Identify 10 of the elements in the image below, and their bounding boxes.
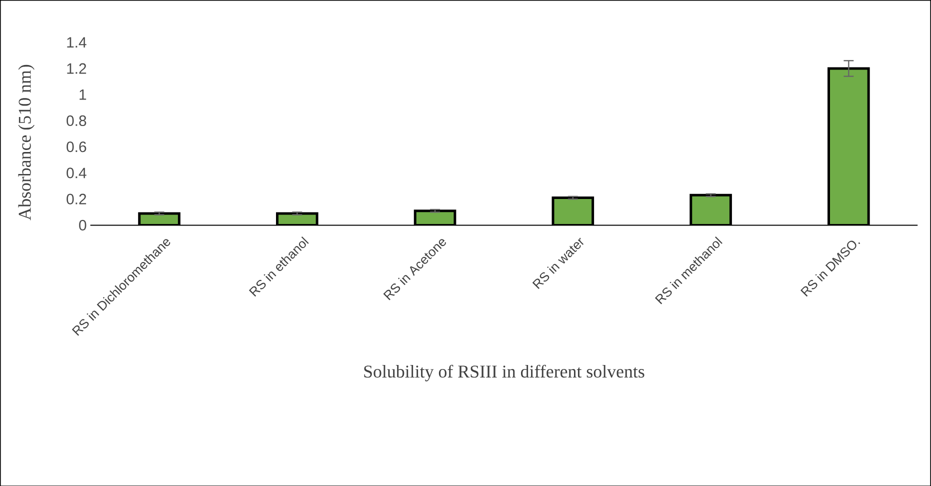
y-tick-label: 0.6 [66, 141, 86, 152]
y-tick-label: 0 [79, 220, 86, 230]
y-tick-label: 0.8 [66, 115, 86, 126]
y-tick-label: 1.2 [67, 63, 86, 74]
y-tick-label: 1 [80, 89, 86, 100]
y-tick-label: 1.4 [67, 37, 86, 48]
y-tick-label: 0.2 [66, 194, 86, 204]
x-axis-title: Solubility of RSIII in different solvents [364, 364, 644, 382]
y-axis-title: Absorbance (510 nm) [18, 64, 34, 220]
y-tick-label: 0.4 [66, 167, 86, 178]
